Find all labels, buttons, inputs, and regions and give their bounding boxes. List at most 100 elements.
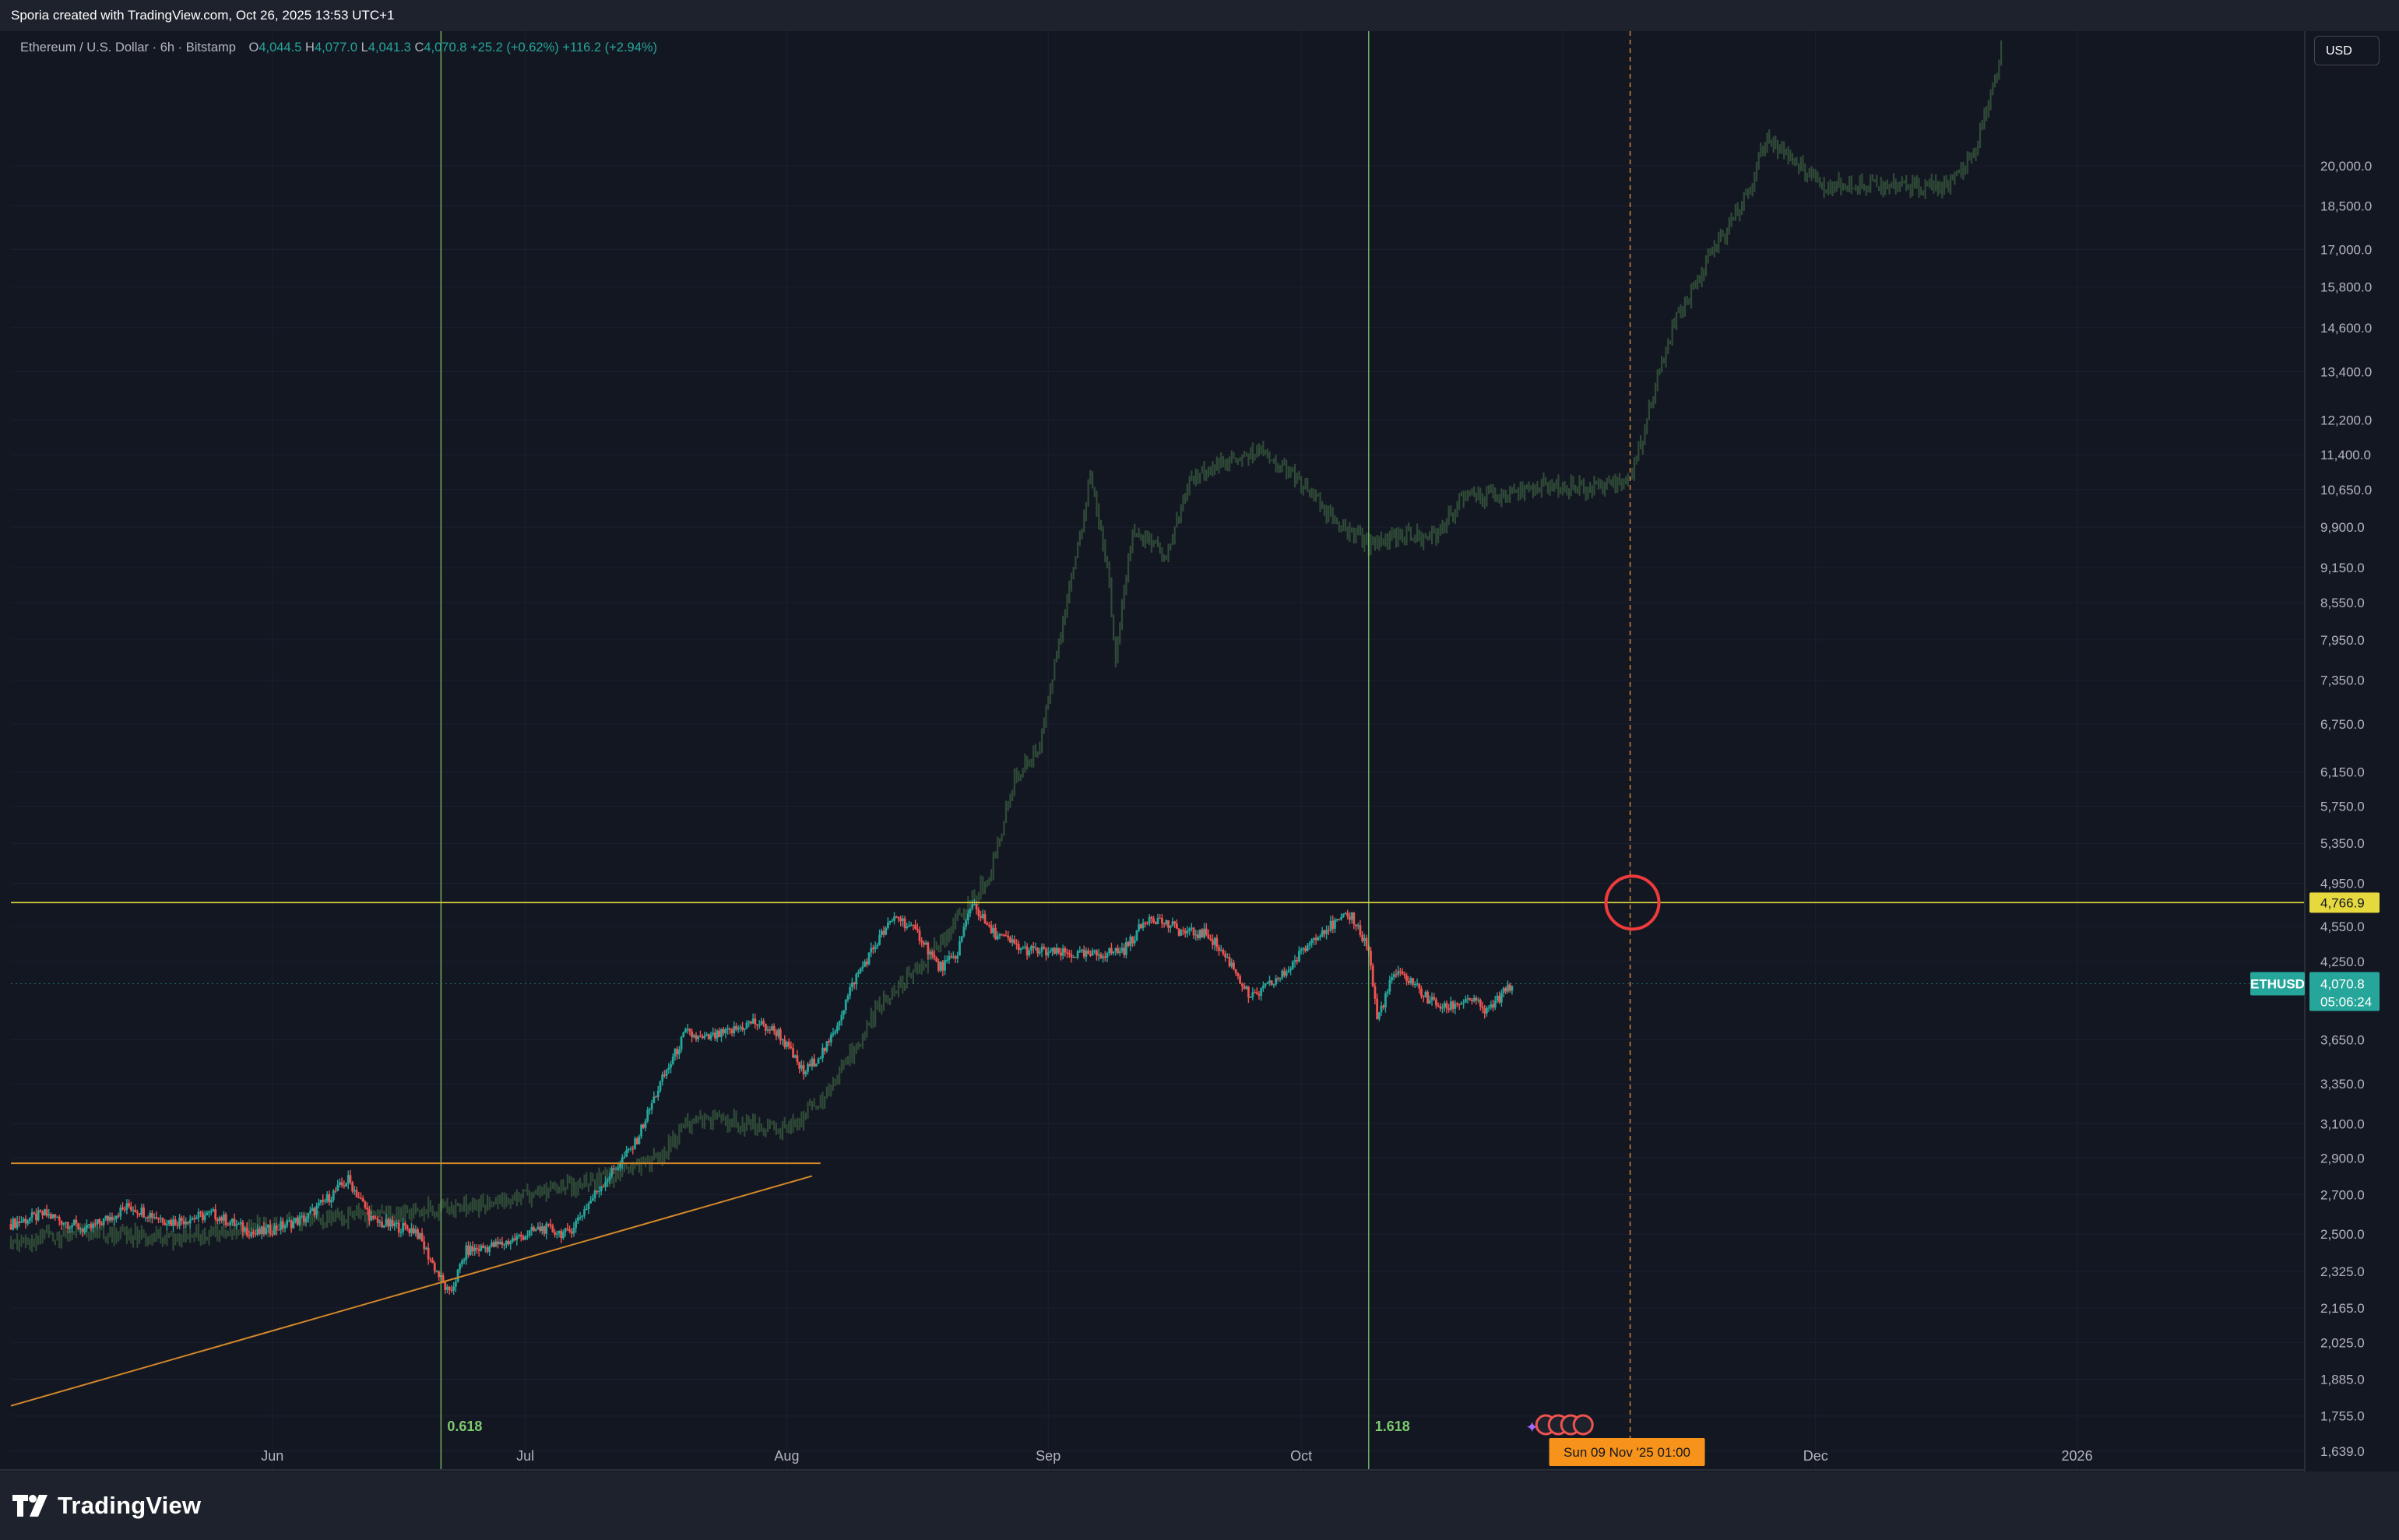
candle-body xyxy=(712,1032,715,1035)
candle-body xyxy=(730,1029,733,1034)
candle-body xyxy=(528,1230,531,1236)
candle-body xyxy=(1451,1001,1455,1009)
candle-body xyxy=(497,1241,499,1245)
candle-body xyxy=(760,1021,763,1025)
candle-body xyxy=(288,1220,290,1222)
candle-body xyxy=(20,1221,23,1223)
candle-body xyxy=(766,1029,769,1031)
candle-body xyxy=(865,961,868,965)
y-tick-label: 2,700.0 xyxy=(2320,1187,2365,1202)
candle-body xyxy=(1321,930,1324,937)
candle-body xyxy=(1418,983,1421,989)
candle-body xyxy=(319,1199,322,1203)
candle-body xyxy=(315,1205,318,1215)
candle-body xyxy=(41,1211,44,1215)
candle-body xyxy=(777,1029,780,1037)
candle-body xyxy=(1397,971,1400,975)
candle-body xyxy=(545,1223,548,1234)
candle-body xyxy=(486,1247,489,1252)
candle-body xyxy=(756,1024,758,1025)
candle-body xyxy=(1207,934,1210,939)
candle-body xyxy=(100,1223,103,1225)
candle-body xyxy=(286,1220,289,1226)
candle-body xyxy=(220,1217,223,1221)
candle-body xyxy=(1152,918,1155,923)
candle-body xyxy=(840,1014,843,1021)
candle-body xyxy=(918,930,921,941)
brand[interactable]: TradingView xyxy=(12,1489,201,1523)
candle-body xyxy=(153,1217,156,1218)
candle-body xyxy=(555,1233,558,1235)
candle-body xyxy=(646,1109,649,1122)
candle-body xyxy=(981,914,984,918)
close-value: 4,070.8 xyxy=(424,40,467,54)
candle-body xyxy=(81,1229,84,1232)
candle-body xyxy=(1148,916,1151,923)
candle-body xyxy=(176,1225,179,1226)
candle-body xyxy=(718,1030,721,1038)
candle-body xyxy=(366,1208,369,1210)
candle-body xyxy=(275,1225,278,1230)
candle-body xyxy=(1038,951,1041,954)
candle-body xyxy=(56,1217,58,1218)
candle-body xyxy=(1082,949,1085,957)
candle-body xyxy=(1186,930,1189,933)
candle-body xyxy=(1133,940,1136,944)
candle-body xyxy=(600,1187,603,1191)
candle-body xyxy=(435,1271,438,1273)
candle-body xyxy=(927,942,930,955)
candle-body xyxy=(793,1055,797,1058)
candle-body xyxy=(1443,1003,1446,1007)
tradingview-logo-icon xyxy=(12,1495,47,1517)
candle-body xyxy=(598,1190,600,1193)
candle-body xyxy=(165,1224,168,1225)
candle-body xyxy=(1420,988,1423,997)
candle-body xyxy=(1439,1006,1442,1009)
candle-body xyxy=(339,1182,341,1185)
candle-body xyxy=(634,1138,636,1149)
candle-body xyxy=(233,1218,236,1226)
symbol-tag xyxy=(2250,972,2305,996)
candle-body xyxy=(446,1286,448,1290)
candle-body xyxy=(1441,1007,1444,1009)
candle-body xyxy=(427,1247,430,1260)
candle-body xyxy=(737,1028,740,1030)
footer-bar xyxy=(0,1471,2399,1540)
candle-body xyxy=(842,1010,845,1015)
x-tick-label: Dec xyxy=(1803,1448,1828,1464)
candle-body xyxy=(273,1225,276,1235)
currency-button[interactable]: USD xyxy=(2314,36,2380,65)
candle-body xyxy=(1066,952,1068,954)
price-chart[interactable]: 0.618 1.618 ✦ 20,000.0 18,500.0 17,000.0 15,8… xyxy=(0,0,2399,1471)
candle-body xyxy=(888,920,892,923)
candle-body xyxy=(45,1209,48,1216)
candle-body xyxy=(334,1190,337,1192)
candle-body xyxy=(1507,984,1509,992)
ohlc-legend: Ethereum / U.S. Dollar · 6h · Bitstamp O… xyxy=(20,40,657,55)
candle-body xyxy=(1504,988,1507,992)
candle-body xyxy=(503,1244,506,1246)
candle-body xyxy=(188,1219,192,1224)
candle-body xyxy=(1040,947,1043,952)
candle-body xyxy=(14,1218,16,1229)
candle-body xyxy=(722,1028,725,1034)
candle-body xyxy=(800,1065,803,1069)
candle-body xyxy=(482,1245,484,1248)
candle-body xyxy=(142,1207,145,1218)
candle-body xyxy=(945,960,948,962)
candle-body xyxy=(465,1245,468,1260)
symbol-title[interactable]: Ethereum / U.S. Dollar · 6h · Bitstamp xyxy=(20,40,236,54)
candle-body xyxy=(1325,930,1328,934)
candle-body xyxy=(477,1249,480,1251)
candle-body xyxy=(1002,934,1005,937)
candle-body xyxy=(897,916,900,919)
candle-body xyxy=(1359,925,1362,935)
candle-body xyxy=(387,1218,390,1227)
candle-body xyxy=(882,930,885,935)
candle-body xyxy=(819,1057,822,1060)
candle-body xyxy=(406,1225,409,1229)
candle-body xyxy=(161,1218,164,1223)
candle-body xyxy=(524,1236,527,1240)
candle-body xyxy=(212,1209,215,1212)
candle-body xyxy=(1376,998,1379,1019)
